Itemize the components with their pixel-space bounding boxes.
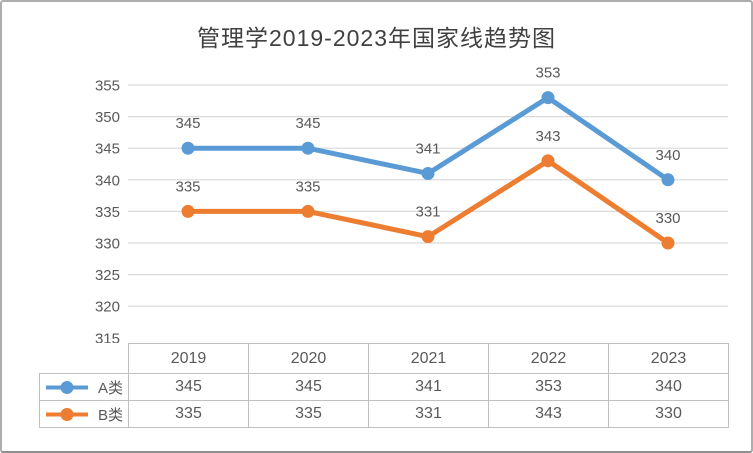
series-name-label: A类 <box>98 379 124 397</box>
data-point-marker <box>421 230 435 244</box>
data-point-marker <box>301 141 315 155</box>
legend-key-marker <box>60 407 74 421</box>
value-cell: 341 <box>368 373 489 401</box>
data-label: 331 <box>415 204 440 221</box>
data-point-marker <box>301 204 315 218</box>
data-point-marker <box>661 173 675 187</box>
chart-data-table: 2019 2020 2021 2022 2023 A类 345 345 341 353 340 B类 3… <box>39 343 729 428</box>
data-point-marker <box>181 204 195 218</box>
y-axis-tick-label: 345 <box>95 141 120 158</box>
y-axis-tick-label: 315 <box>95 330 120 343</box>
data-label: 330 <box>655 210 680 227</box>
y-axis-tick-label: 335 <box>95 204 120 221</box>
table-row-B类: B类 335 335 331 343 330 <box>39 400 729 428</box>
value-cell: 335 <box>128 400 249 428</box>
data-label: 345 <box>295 115 320 132</box>
data-label: 341 <box>415 140 440 157</box>
chart-title: 管理学2019-2023年国家线趋势图 <box>197 25 556 51</box>
year-header-cell: 2019 <box>128 343 249 374</box>
value-cell: 345 <box>128 373 249 401</box>
data-label: 335 <box>295 178 320 195</box>
y-axis-tick-label: 350 <box>95 109 120 126</box>
value-cell: 330 <box>608 400 729 428</box>
year-header-cell: 2020 <box>248 343 369 374</box>
y-axis-tick-label: 325 <box>95 267 120 284</box>
data-label: 345 <box>175 115 200 132</box>
y-axis-tick-label: 355 <box>95 78 120 95</box>
data-point-marker <box>421 166 435 180</box>
legend-key-icon <box>46 407 88 421</box>
value-cell: 343 <box>488 400 609 428</box>
y-axis-tick-label: 330 <box>95 236 120 253</box>
value-cell: 340 <box>608 373 729 401</box>
year-header-cell: 2021 <box>368 343 489 374</box>
series-name-label: B类 <box>98 406 124 424</box>
y-axis-tick-label: 320 <box>95 299 120 316</box>
data-label: 343 <box>535 128 560 145</box>
data-label: 335 <box>175 178 200 195</box>
legend-key-marker <box>60 380 74 394</box>
data-point-marker <box>541 91 555 105</box>
table-header-row: 2019 2020 2021 2022 2023 <box>40 343 729 374</box>
data-point-marker <box>661 236 675 250</box>
legend-inner: A类 <box>41 377 128 398</box>
data-label: 340 <box>655 147 680 164</box>
table-corner-cell <box>40 344 129 374</box>
data-point-marker <box>541 154 555 168</box>
legend-key-icon <box>46 380 88 394</box>
legend-cell-B类: B类 <box>39 400 129 428</box>
legend-inner: B类 <box>41 404 128 425</box>
y-axis-tick-label: 340 <box>95 172 120 189</box>
year-header-cell: 2022 <box>488 343 609 374</box>
value-cell: 335 <box>248 400 369 428</box>
table-row-A类: A类 345 345 341 353 340 <box>39 373 729 401</box>
value-cell: 331 <box>368 400 489 428</box>
line-chart-plot-area: 355 350 345 340 335 330 325 320 315 345 345 341 353 3… <box>95 65 728 343</box>
year-header-cell: 2023 <box>608 343 729 374</box>
data-point-marker <box>181 141 195 155</box>
data-label: 353 <box>535 65 560 82</box>
legend-cell-A类: A类 <box>39 373 129 401</box>
value-cell: 345 <box>248 373 369 401</box>
value-cell: 353 <box>488 373 609 401</box>
